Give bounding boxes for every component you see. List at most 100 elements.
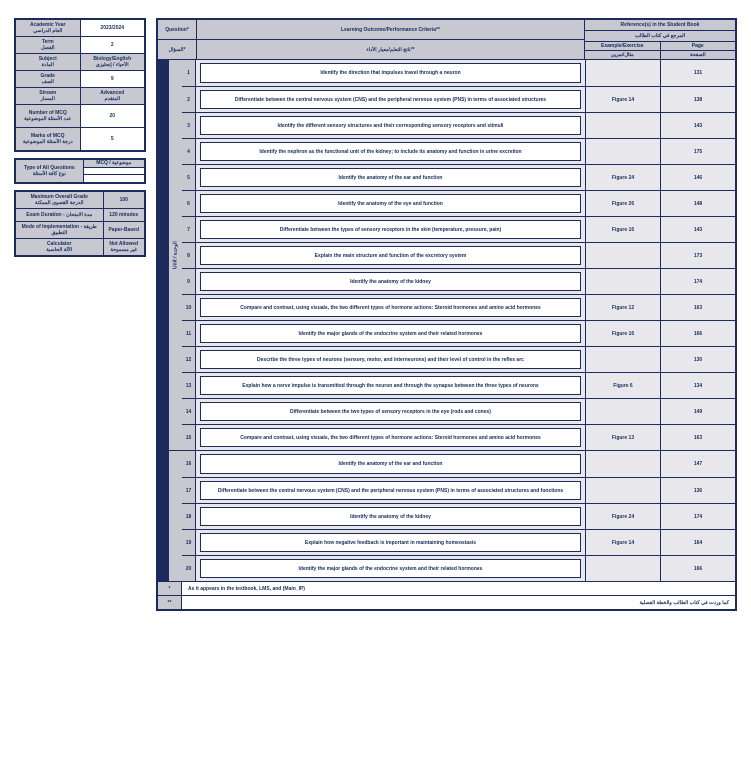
reference-page: 148 <box>660 191 735 216</box>
learning-outcome: Identify the major glands of the endocri… <box>200 324 581 343</box>
question-number: 1 <box>182 60 196 86</box>
reference-page: 174 <box>660 269 735 294</box>
question-number: 10 <box>182 295 196 320</box>
reference-example: Figure 12 <box>585 295 660 320</box>
sidebar-value: 5 <box>80 128 145 150</box>
main-panel: Question* السؤال* Learning Outcome/Perfo… <box>156 18 737 611</box>
question-body: Identify the major glands of the endocri… <box>196 321 585 346</box>
sidebar-row: Calculatorالآلة الحاسبةNot Allowedغير مس… <box>16 238 144 255</box>
reference-example: Figure 24 <box>585 504 660 529</box>
sidebar-value: 120 minutes <box>103 209 145 221</box>
learning-outcome: Identify the major glands of the endocri… <box>200 559 581 578</box>
learning-outcome: Identify the direction that impulses tra… <box>200 63 581 83</box>
header-question-ar: السؤال* <box>158 40 196 59</box>
learning-outcome: Explain how negative feedback is importa… <box>200 533 581 552</box>
sidebar-value: Paper-Based <box>103 222 145 238</box>
question-body: Differentiate between the central nervou… <box>196 478 585 503</box>
sidebar-label: Academic Yearالعام الدراسي <box>16 20 80 36</box>
header-outcome-ar: ناتج التعلم/معيار الأداء** <box>197 40 584 59</box>
learning-outcome: Differentiate between the central nervou… <box>200 90 581 109</box>
sidebar-row: Exam Duration - مدة الامتحان120 minutes <box>16 208 144 221</box>
reference-example: Figure 14 <box>585 530 660 555</box>
question-body: Identify the different sensory structure… <box>196 113 585 138</box>
sidebar-label: Exam Duration - مدة الامتحان <box>16 209 103 221</box>
reference-page: 149 <box>660 399 735 424</box>
reference-page: 163 <box>660 295 735 320</box>
learning-outcome: Explain the main structure and function … <box>200 246 581 265</box>
question-number: 5 <box>182 165 196 190</box>
header-example-col: Example/Exercise مثال/تمرين <box>585 42 660 59</box>
learning-outcome: Compare and contrast, using visuals, the… <box>200 428 581 447</box>
sidebar-row: Number of MCQعدد الأسئلة الموضوعية20 <box>16 104 144 127</box>
learning-outcome: Identify the different sensory structure… <box>200 116 581 135</box>
header-outcome-en: Learning Outcome/Performance Criteria** <box>197 20 584 40</box>
sidebar-table-2: Type of All Questionsنوع كافة الأسئلةMCQ… <box>14 158 146 184</box>
unit-label: Unit / الوحدة <box>168 60 182 450</box>
footer-bullet-a: * <box>158 582 182 595</box>
sidebar: Academic Yearالعام الدراسي2023/2024Termا… <box>14 18 146 257</box>
table-row: 16Identify the anatomy of the ear and fu… <box>182 451 735 477</box>
table-row: 12Describe the three types of neurons (s… <box>182 346 735 372</box>
sidebar-value: Not Allowedغير مسموحة <box>103 239 145 255</box>
unit-band <box>158 451 168 581</box>
table-row: 6Identify the anatomy of the eye and fun… <box>182 190 735 216</box>
question-body: Explain the main structure and function … <box>196 243 585 268</box>
question-number: 7 <box>182 217 196 242</box>
header-question-col: Question* السؤال* <box>158 20 196 59</box>
sidebar-label: Subjectالمادة <box>16 54 80 70</box>
sidebar-row: Marks of MCQدرجة الأسئلة الموضوعية5 <box>16 127 144 150</box>
reference-page: 166 <box>660 556 735 581</box>
table-row: 10Compare and contrast, using visuals, t… <box>182 294 735 320</box>
learning-outcome: Identify the nephron as the functional u… <box>200 142 581 161</box>
reference-example <box>585 243 660 268</box>
reference-page: 130 <box>660 347 735 372</box>
question-number: 6 <box>182 191 196 216</box>
reference-page: 163 <box>660 425 735 450</box>
table-row: 8Explain the main structure and function… <box>182 242 735 268</box>
table-row: 19Explain how negative feedback is impor… <box>182 529 735 555</box>
footer-row-b: ** كما وردت في كتاب الطالب والخطة الفصلي… <box>158 595 735 609</box>
question-number: 8 <box>182 243 196 268</box>
reference-example: Figure 6 <box>585 373 660 398</box>
footer-bullet-b: ** <box>158 596 182 609</box>
question-number: 12 <box>182 347 196 372</box>
reference-example: Figure 26 <box>585 191 660 216</box>
learning-outcome: Identify the anatomy of the ear and func… <box>200 168 581 187</box>
table-row: 18Identify the anatomy of the kidneyFigu… <box>182 503 735 529</box>
question-number: 3 <box>182 113 196 138</box>
header-outcome-col: Learning Outcome/Performance Criteria** … <box>196 20 585 59</box>
reference-page: 146 <box>660 165 735 190</box>
unit-group: 16Identify the anatomy of the ear and fu… <box>158 451 735 581</box>
learning-outcome: Differentiate between the two types of s… <box>200 402 581 421</box>
unit-label <box>168 451 182 581</box>
sidebar-value: 20 <box>80 105 145 127</box>
question-number: 18 <box>182 504 196 529</box>
sidebar-row: Type of All Questionsنوع كافة الأسئلةMCQ… <box>16 160 144 182</box>
table-row: 1Identify the direction that impulses tr… <box>182 60 735 86</box>
question-number: 9 <box>182 269 196 294</box>
sidebar-table-3: Maximum Overall Gradeالدرجة القصوى الممك… <box>14 190 146 257</box>
reference-page: 147 <box>660 451 735 477</box>
table-row: 9Identify the anatomy of the kidney174 <box>182 268 735 294</box>
question-body: Identify the anatomy of the ear and func… <box>196 165 585 190</box>
question-body: Identify the anatomy of the ear and func… <box>196 451 585 477</box>
question-number: 17 <box>182 478 196 503</box>
table-row: 15Compare and contrast, using visuals, t… <box>182 424 735 450</box>
sidebar-label: Type of All Questionsنوع كافة الأسئلة <box>16 160 83 182</box>
question-body: Identify the nephron as the functional u… <box>196 139 585 164</box>
reference-example: Figure 13 <box>585 425 660 450</box>
table-row: 11Identify the major glands of the endoc… <box>182 320 735 346</box>
header-page-col: Page الصفحة <box>660 42 736 59</box>
question-body: Identify the major glands of the endocri… <box>196 556 585 581</box>
unit-group: Unit / الوحدة1Identify the direction tha… <box>158 60 735 451</box>
sidebar-row: Gradeالصف9 <box>16 70 144 87</box>
reference-example <box>585 556 660 581</box>
learning-outcome: Explain how a nerve impulse is transmitt… <box>200 376 581 395</box>
reference-example: Figure 14 <box>585 87 660 112</box>
reference-page: 174 <box>660 504 735 529</box>
question-number: 16 <box>182 451 196 477</box>
question-body: Compare and contrast, using visuals, the… <box>196 295 585 320</box>
question-body: Identify the anatomy of the kidney <box>196 504 585 529</box>
unit-rows: 16Identify the anatomy of the ear and fu… <box>182 451 735 581</box>
sidebar-value: Biology/Englishالأحياء / إنجليزي <box>80 54 145 70</box>
